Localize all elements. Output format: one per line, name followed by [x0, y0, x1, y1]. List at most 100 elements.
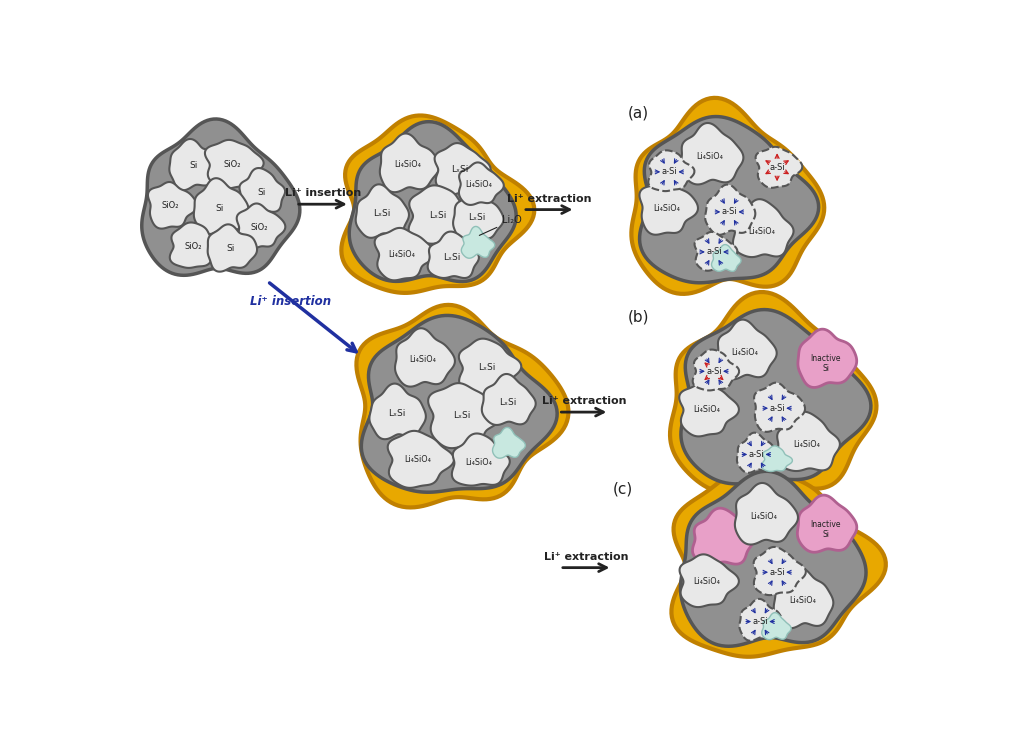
Polygon shape [341, 116, 535, 293]
Text: a-Si: a-Si [661, 168, 678, 177]
Text: a-Si: a-Si [770, 162, 785, 171]
Text: Si: Si [822, 364, 829, 373]
Text: a-Si: a-Si [752, 617, 769, 626]
Polygon shape [733, 199, 793, 257]
Text: LₓSi: LₓSi [451, 165, 468, 174]
Polygon shape [739, 599, 783, 641]
Text: Li₄SiO₄: Li₄SiO₄ [466, 458, 493, 467]
Polygon shape [409, 186, 474, 244]
Polygon shape [459, 162, 504, 205]
Text: Li₄SiO₄: Li₄SiO₄ [693, 405, 719, 414]
Text: LₓSi: LₓSi [373, 209, 390, 218]
Polygon shape [681, 123, 743, 184]
Text: a-Si: a-Si [706, 367, 722, 376]
Text: Li₄SiO₄: Li₄SiO₄ [750, 511, 778, 520]
Polygon shape [774, 568, 833, 628]
Polygon shape [681, 310, 871, 484]
Polygon shape [670, 292, 877, 493]
Text: Li₂O: Li₂O [479, 216, 522, 235]
Polygon shape [375, 228, 434, 280]
Polygon shape [239, 168, 285, 213]
Polygon shape [148, 182, 197, 229]
Text: SiO₂: SiO₂ [185, 242, 202, 251]
Polygon shape [753, 547, 805, 595]
Polygon shape [716, 320, 777, 380]
Polygon shape [459, 338, 521, 394]
Text: Li₄SiO₄: Li₄SiO₄ [394, 160, 421, 169]
Text: Li⁺ insertion: Li⁺ insertion [285, 189, 361, 199]
Polygon shape [237, 204, 285, 250]
Polygon shape [350, 122, 516, 281]
Text: a-Si: a-Si [748, 450, 764, 459]
Text: Li₄SiO₄: Li₄SiO₄ [388, 250, 416, 259]
Text: LₓSi: LₓSi [478, 363, 496, 372]
Text: SiO₂: SiO₂ [161, 202, 179, 211]
Text: Li₄SiO₄: Li₄SiO₄ [653, 204, 680, 213]
Polygon shape [142, 119, 299, 275]
Polygon shape [695, 232, 737, 271]
Text: LₓSi: LₓSi [453, 411, 470, 420]
Text: (b): (b) [628, 310, 649, 325]
Text: LₓSi: LₓSi [468, 213, 485, 222]
Text: Li⁺ extraction: Li⁺ extraction [507, 194, 592, 204]
Text: a-Si: a-Si [706, 247, 722, 256]
Text: Li₄SiO₄: Li₄SiO₄ [697, 152, 724, 161]
Text: a-Si: a-Si [770, 404, 785, 413]
Polygon shape [640, 180, 698, 235]
Polygon shape [761, 446, 792, 472]
Polygon shape [680, 554, 739, 607]
Polygon shape [761, 613, 791, 640]
Polygon shape [735, 483, 798, 544]
Text: Li₄SiO₄: Li₄SiO₄ [410, 355, 436, 364]
Text: LₓSi: LₓSi [388, 409, 406, 418]
Text: Li₄SiO₄: Li₄SiO₄ [466, 180, 493, 190]
Polygon shape [493, 427, 525, 458]
Text: Li⁺ extraction: Li⁺ extraction [544, 552, 629, 562]
Polygon shape [427, 232, 479, 278]
Text: LₓSi: LₓSi [429, 211, 447, 220]
Polygon shape [396, 329, 455, 387]
Text: Si: Si [257, 188, 266, 197]
Polygon shape [461, 226, 495, 258]
Text: Si: Si [822, 530, 829, 539]
Polygon shape [428, 383, 501, 448]
Text: LₓSi: LₓSi [499, 398, 516, 407]
Text: Si: Si [189, 161, 197, 170]
Polygon shape [705, 184, 755, 235]
Polygon shape [776, 411, 840, 471]
Polygon shape [693, 508, 753, 564]
Polygon shape [737, 432, 778, 473]
Text: a-Si: a-Si [722, 208, 737, 217]
Polygon shape [693, 350, 739, 390]
Polygon shape [362, 315, 557, 493]
Text: Li₄SiO₄: Li₄SiO₄ [732, 347, 758, 356]
Text: Li⁺ insertion: Li⁺ insertion [250, 296, 331, 308]
Text: Li₄SiO₄: Li₄SiO₄ [404, 456, 431, 464]
Polygon shape [648, 150, 694, 191]
Text: Li₄SiO₄: Li₄SiO₄ [748, 226, 775, 235]
Polygon shape [194, 178, 248, 234]
Text: Li⁺ extraction: Li⁺ extraction [542, 396, 626, 406]
Text: (a): (a) [628, 106, 649, 121]
Text: Li₄SiO₄: Li₄SiO₄ [793, 440, 820, 449]
Polygon shape [356, 184, 409, 238]
Polygon shape [453, 190, 504, 240]
Polygon shape [754, 383, 805, 432]
Polygon shape [680, 382, 739, 436]
Text: Si: Si [216, 204, 224, 213]
Polygon shape [797, 495, 856, 552]
Polygon shape [170, 139, 221, 190]
Polygon shape [481, 374, 536, 425]
Polygon shape [369, 384, 426, 439]
Polygon shape [205, 140, 264, 189]
Polygon shape [755, 147, 802, 188]
Polygon shape [798, 329, 856, 387]
Polygon shape [387, 431, 454, 488]
Text: Li₄SiO₄: Li₄SiO₄ [693, 577, 719, 586]
Text: (c): (c) [613, 481, 634, 496]
Polygon shape [452, 433, 510, 486]
Polygon shape [170, 223, 222, 268]
Text: SiO₂: SiO₂ [223, 159, 241, 168]
Text: Inactive: Inactive [810, 353, 841, 362]
Text: SiO₂: SiO₂ [250, 223, 268, 232]
